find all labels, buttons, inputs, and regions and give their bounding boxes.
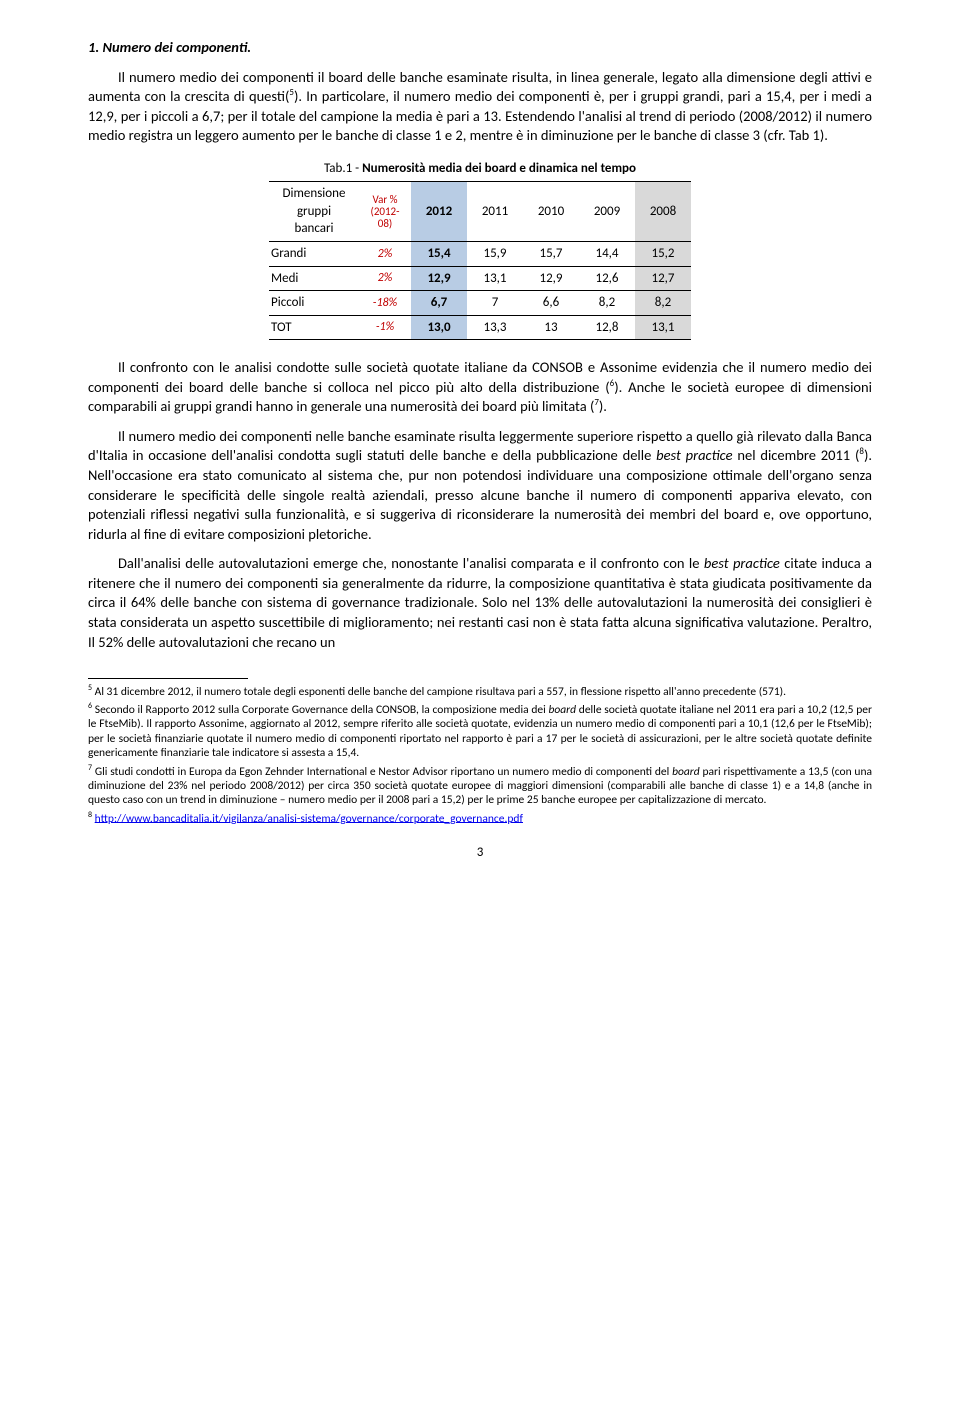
cell: 14,4 (579, 242, 635, 267)
col-header-dimension: Dimensione gruppi bancari (269, 182, 359, 242)
table-caption: Tab.1 - Numerosità media dei board e din… (88, 160, 872, 178)
paragraph-1: Il numero medio dei componenti il board … (88, 68, 872, 146)
cell: 6,6 (523, 291, 579, 316)
cell: 13 (523, 315, 579, 340)
data-table: Dimensione gruppi bancari Var % (2012-08… (269, 181, 691, 340)
cell-var: 2% (359, 266, 411, 291)
page-number: 3 (88, 844, 872, 862)
col-header-2012: 2012 (411, 182, 467, 242)
cell: 15,7 (523, 242, 579, 267)
caption-prefix: Tab.1 - (324, 161, 362, 176)
fn-it: board (548, 703, 576, 717)
table-row-total: TOT -1% 13,0 13,3 13 12,8 13,1 (269, 315, 691, 340)
col-header-2009: 2009 (579, 182, 635, 242)
col-header-var: Var % (2012-08) (359, 182, 411, 242)
paragraph-3: Il numero medio dei componenti nelle ban… (88, 427, 872, 544)
caption-bold: Numerosità media dei board e dinamica ne… (362, 161, 636, 176)
para3-mid1: nel dicembre 2011 ( (733, 446, 860, 464)
cell: 13,1 (467, 266, 523, 291)
cell: 12,9 (523, 266, 579, 291)
footnote-8: 8 http://www.bancaditalia.it/vigilanza/a… (88, 810, 872, 826)
table-row: Piccoli -18% 6,7 7 6,6 8,2 8,2 (269, 291, 691, 316)
cell: 13,1 (635, 315, 691, 340)
table-row: Medi 2% 12,9 13,1 12,9 12,6 12,7 (269, 266, 691, 291)
fn-text: Al 31 dicembre 2012, il numero totale de… (92, 685, 786, 699)
footnote-6: 6 Secondo il Rapporto 2012 sulla Corpora… (88, 701, 872, 760)
col-header-2011: 2011 (467, 182, 523, 242)
cell: 15,2 (635, 242, 691, 267)
cell: 12,7 (635, 266, 691, 291)
cell: 13,3 (467, 315, 523, 340)
col-header-2008: 2008 (635, 182, 691, 242)
cell: 12,9 (411, 266, 467, 291)
table-row: Grandi 2% 15,4 15,9 15,7 14,4 15,2 (269, 242, 691, 267)
para4-pre: Dall'analisi delle autovalutazioni emerg… (118, 554, 704, 572)
cell: 15,4 (411, 242, 467, 267)
cell: 13,0 (411, 315, 467, 340)
row-label: Grandi (269, 242, 359, 267)
cell: 12,6 (579, 266, 635, 291)
fn-sup: 8 (88, 810, 92, 820)
col-header-2010: 2010 (523, 182, 579, 242)
cell-var: -1% (359, 315, 411, 340)
row-label: Piccoli (269, 291, 359, 316)
cell: 8,2 (635, 291, 691, 316)
paragraph-2: Il confronto con le analisi condotte sul… (88, 358, 872, 417)
cell: 6,7 (411, 291, 467, 316)
cell: 7 (467, 291, 523, 316)
footnote-link[interactable]: http://www.bancaditalia.it/vigilanza/ana… (95, 811, 523, 825)
para3-it1: best practice (656, 446, 732, 464)
cell: 12,8 (579, 315, 635, 340)
para2-post: ). (599, 397, 607, 415)
fn-text: Gli studi condotti in Europa da Egon Zeh… (92, 764, 672, 778)
footnote-rule (88, 678, 248, 679)
cell: 15,9 (467, 242, 523, 267)
para4-it1: best practice (704, 554, 780, 572)
cell-var: -18% (359, 291, 411, 316)
paragraph-4: Dall'analisi delle autovalutazioni emerg… (88, 554, 872, 652)
row-label: Medi (269, 266, 359, 291)
fn-it: board (672, 764, 700, 778)
fn-text: Secondo il Rapporto 2012 sulla Corporate… (92, 703, 548, 717)
footnote-5: 5 Al 31 dicembre 2012, il numero totale … (88, 683, 872, 699)
cell: 8,2 (579, 291, 635, 316)
cell-var: 2% (359, 242, 411, 267)
section-heading: 1. Numero dei componenti. (88, 38, 872, 58)
row-label: TOT (269, 315, 359, 340)
footnote-7: 7 Gli studi condotti in Europa da Egon Z… (88, 763, 872, 808)
